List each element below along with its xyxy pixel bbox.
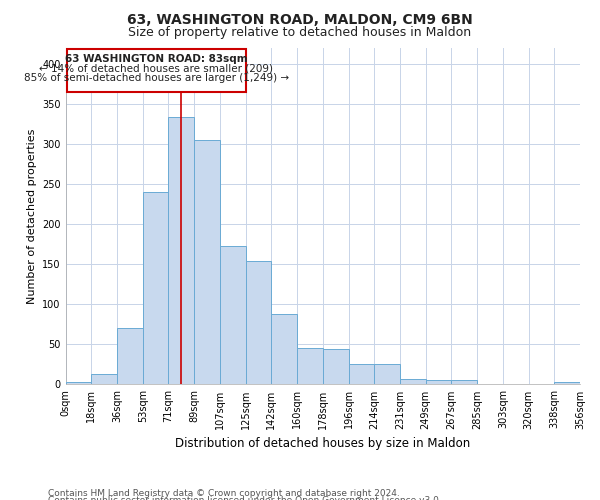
Bar <box>554 382 580 384</box>
Bar <box>245 261 271 384</box>
Text: 85% of semi-detached houses are larger (1,249) →: 85% of semi-detached houses are larger (… <box>24 73 289 83</box>
Bar <box>194 140 220 384</box>
FancyBboxPatch shape <box>67 49 245 92</box>
Y-axis label: Number of detached properties: Number of detached properties <box>26 128 37 304</box>
Text: ← 14% of detached houses are smaller (209): ← 14% of detached houses are smaller (20… <box>39 64 273 74</box>
Text: 63, WASHINGTON ROAD, MALDON, CM9 6BN: 63, WASHINGTON ROAD, MALDON, CM9 6BN <box>127 12 473 26</box>
Bar <box>271 314 297 384</box>
Bar <box>297 348 323 385</box>
X-axis label: Distribution of detached houses by size in Maldon: Distribution of detached houses by size … <box>175 437 470 450</box>
Text: Size of property relative to detached houses in Maldon: Size of property relative to detached ho… <box>128 26 472 39</box>
Text: Contains HM Land Registry data © Crown copyright and database right 2024.: Contains HM Land Registry data © Crown c… <box>48 488 400 498</box>
Bar <box>400 379 425 384</box>
Bar <box>65 382 91 384</box>
Bar <box>220 246 245 384</box>
Bar <box>374 364 400 384</box>
Text: 63 WASHINGTON ROAD: 83sqm: 63 WASHINGTON ROAD: 83sqm <box>65 54 248 64</box>
Bar <box>143 192 169 384</box>
Bar <box>91 374 117 384</box>
Bar <box>169 118 194 384</box>
Bar <box>451 380 477 384</box>
Bar <box>425 380 451 384</box>
Bar <box>349 364 374 384</box>
Text: Contains public sector information licensed under the Open Government Licence v3: Contains public sector information licen… <box>48 496 442 500</box>
Bar <box>117 328 143 384</box>
Bar <box>323 349 349 384</box>
